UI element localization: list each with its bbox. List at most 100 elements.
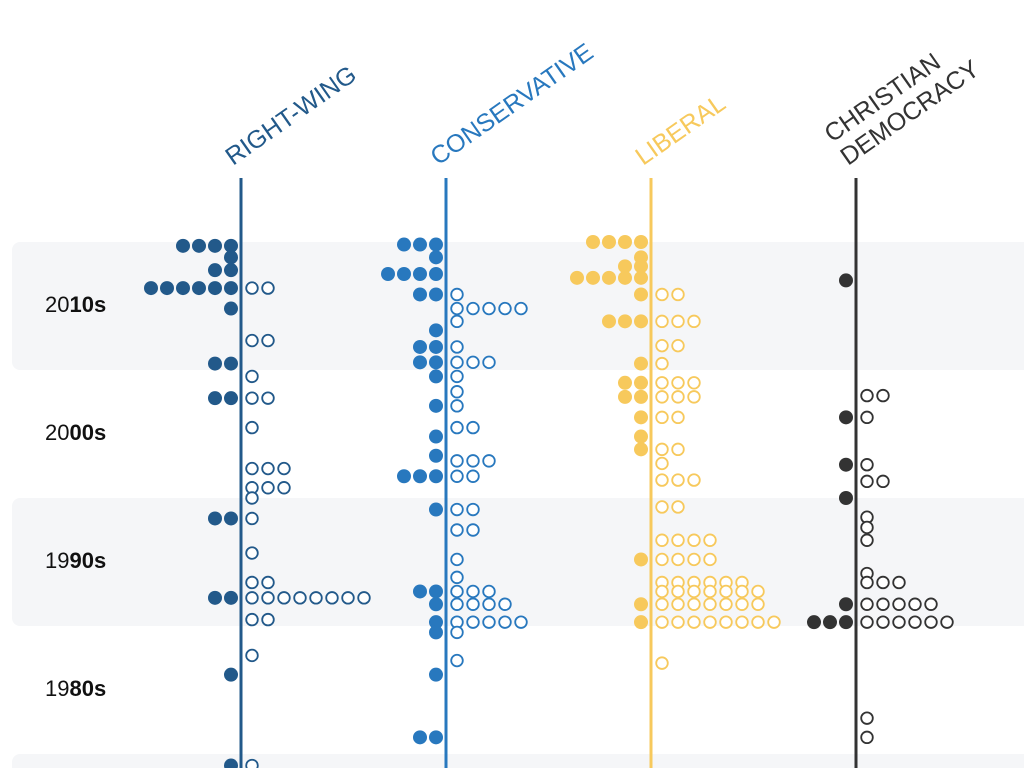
- dot-hollow: [341, 591, 355, 605]
- dot-filled: [429, 615, 443, 630]
- dot-hollow: [655, 615, 669, 629]
- dot-hollow: [514, 615, 528, 629]
- dot-hollow: [671, 500, 685, 514]
- dot-hollow: [466, 584, 480, 599]
- dot-hollow: [703, 533, 717, 547]
- column-header: LIBERAL: [630, 89, 730, 171]
- dot-hollow: [261, 281, 275, 295]
- dot-filled: [429, 237, 443, 252]
- dot-hollow: [655, 597, 669, 611]
- dot-hollow: [671, 597, 685, 611]
- dot-hollow: [671, 533, 685, 547]
- dot-hollow: [876, 575, 890, 590]
- dot-hollow: [450, 454, 464, 468]
- dot-filled: [618, 235, 632, 249]
- dot-hollow: [245, 511, 259, 526]
- dot-hollow: [245, 369, 259, 384]
- dot-hollow: [687, 552, 701, 567]
- dot-hollow: [245, 391, 259, 405]
- dot-hollow: [245, 575, 259, 590]
- dot-hollow: [876, 474, 890, 489]
- dot-filled: [208, 511, 222, 526]
- dot-hollow: [924, 597, 938, 611]
- dot-hollow: [751, 615, 765, 629]
- decade-prefix: 19: [45, 548, 69, 573]
- dot-hollow: [466, 301, 480, 316]
- dot-hollow: [703, 584, 717, 599]
- dot-hollow: [860, 730, 874, 745]
- dot-filled: [429, 267, 443, 281]
- dot-hollow: [892, 575, 906, 590]
- dot-hollow: [687, 473, 701, 487]
- dot-hollow: [245, 546, 259, 560]
- dot-filled: [176, 281, 190, 296]
- dot-hollow: [655, 656, 669, 670]
- dot-hollow: [245, 591, 259, 605]
- dot-hollow: [671, 584, 685, 599]
- dot-filled: [208, 263, 222, 278]
- dot-filled: [429, 323, 443, 338]
- dot-filled: [429, 355, 443, 370]
- dot-filled: [413, 584, 427, 599]
- dot-filled: [634, 259, 648, 274]
- dot-hollow: [671, 473, 685, 487]
- dot-hollow: [751, 597, 765, 611]
- dot-hollow: [703, 597, 717, 611]
- dot-filled: [618, 389, 632, 404]
- column-header: CONSERVATIVE: [425, 38, 598, 171]
- dot-hollow: [719, 615, 733, 629]
- dot-filled: [602, 235, 616, 249]
- dot-hollow: [655, 338, 669, 353]
- dot-filled: [413, 355, 427, 370]
- dot-filled: [413, 287, 427, 302]
- dot-filled: [570, 270, 584, 285]
- dot-hollow: [482, 454, 496, 468]
- dot-filled: [192, 281, 206, 296]
- dot-filled: [429, 429, 443, 444]
- dot-hollow: [450, 469, 464, 483]
- decade-label: 1990s: [45, 548, 106, 573]
- dot-hollow: [450, 552, 464, 567]
- dot-filled: [429, 398, 443, 413]
- dot-filled: [839, 491, 853, 505]
- dot-hollow: [655, 584, 669, 599]
- dot-hollow: [671, 552, 685, 567]
- dot-hollow: [450, 502, 464, 517]
- column-header: CHRISTIANDEMOCRACY: [819, 32, 985, 171]
- dot-filled: [413, 267, 427, 281]
- dot-filled: [429, 584, 443, 599]
- dot-hollow: [466, 523, 480, 537]
- dot-filled: [208, 590, 222, 605]
- column-header-line: LIBERAL: [630, 89, 730, 171]
- decade-suffix: 00s: [69, 420, 106, 445]
- dot-filled: [429, 448, 443, 463]
- dot-filled: [823, 615, 837, 630]
- dot-hollow: [876, 597, 890, 611]
- dot-hollow: [245, 612, 259, 627]
- dot-hollow: [245, 281, 259, 295]
- dot-hollow: [671, 314, 685, 329]
- dot-filled: [208, 391, 222, 406]
- dot-hollow: [450, 625, 464, 640]
- dot-hollow: [735, 584, 749, 599]
- dot-filled: [397, 469, 411, 484]
- dot-hollow: [655, 390, 669, 404]
- dot-filled: [634, 356, 648, 371]
- dot-hollow: [450, 314, 464, 329]
- dot-hollow: [655, 442, 669, 457]
- dot-hollow: [687, 584, 701, 599]
- dot-hollow: [671, 615, 685, 629]
- dot-hollow: [655, 500, 669, 514]
- dot-hollow: [450, 523, 464, 537]
- dot-hollow: [655, 376, 669, 390]
- dot-filled: [634, 429, 648, 444]
- dot-hollow: [892, 597, 906, 611]
- dot-filled: [807, 615, 821, 630]
- dot-hollow: [245, 461, 259, 476]
- dot-hollow: [261, 612, 275, 627]
- dot-hollow: [277, 461, 291, 476]
- dot-hollow: [671, 410, 685, 425]
- dot-hollow: [671, 287, 685, 302]
- dot-filled: [224, 590, 238, 605]
- dot-hollow: [450, 355, 464, 370]
